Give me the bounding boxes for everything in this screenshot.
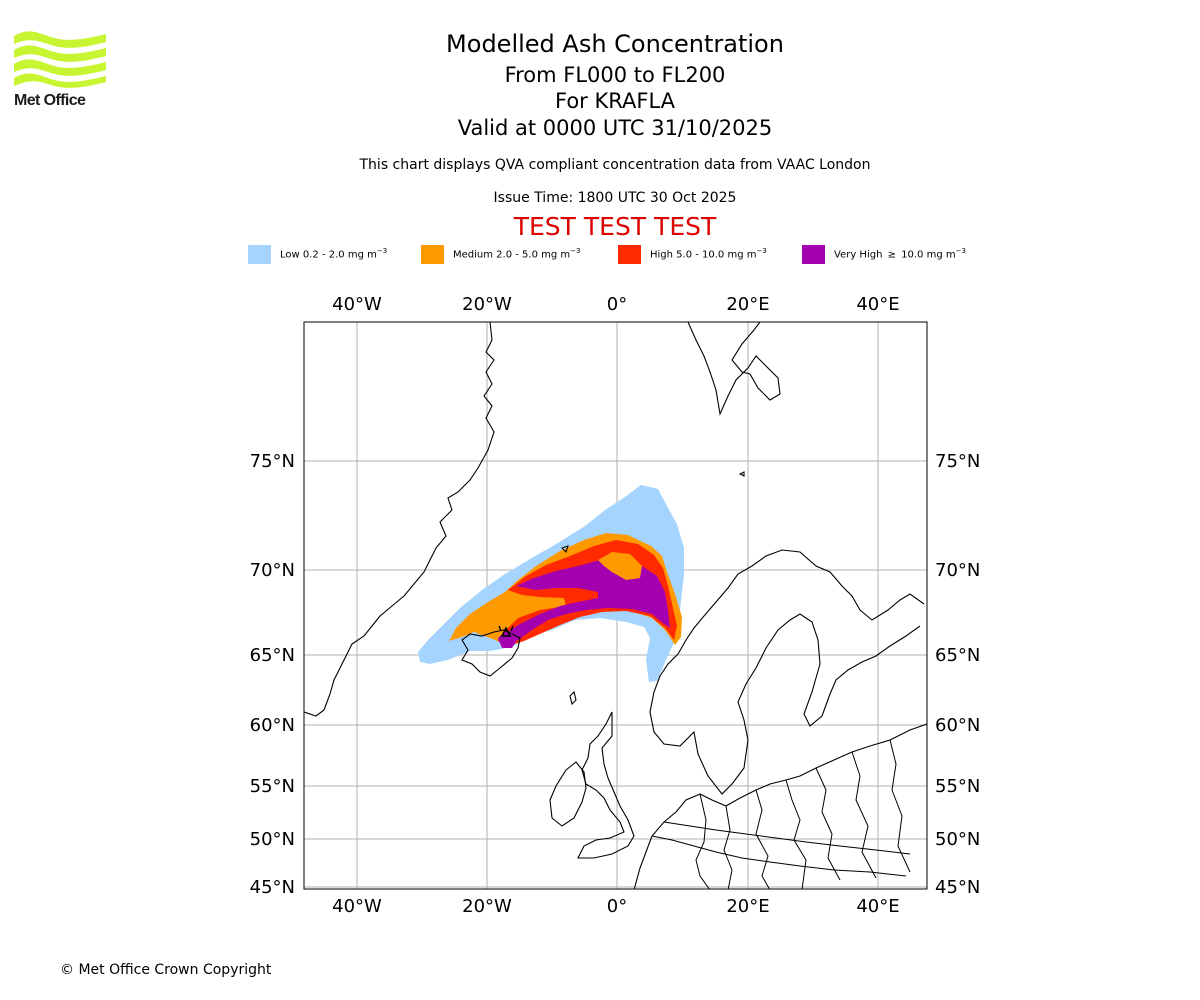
legend-item-medium: Medium 2.0 - 5.0 mg m−3	[421, 244, 580, 264]
lon-label-bottom-20e: 20°E	[726, 896, 769, 917]
lat-label-left-55n: 55°N	[250, 776, 295, 797]
legend-label-medium: Medium 2.0 - 5.0 mg m−3	[453, 247, 581, 261]
coastlines	[304, 322, 927, 889]
flight-level-range: From FL000 to FL200	[504, 63, 726, 87]
legend-swatch-very-high	[802, 244, 825, 264]
coastline-ireland	[549, 761, 587, 827]
krafla-volcano-marker	[498, 625, 514, 637]
lat-label-left-70n: 70°N	[250, 560, 295, 581]
lat-label-right-65n: 65°N	[935, 645, 980, 666]
coastline-great-britain	[577, 711, 635, 859]
lon-label-bottom-20w: 20°W	[462, 896, 512, 917]
lon-label-top-20w: 20°W	[462, 294, 512, 315]
legend-item-very-high: Very High ≥ 10.0 mg m−3	[802, 244, 966, 264]
coastline-bear-island	[738, 471, 745, 477]
lat-label-left-75n: 75°N	[250, 451, 295, 472]
legend-swatch-low	[248, 244, 271, 264]
lon-label-bottom-0: 0°	[607, 896, 627, 917]
copyright-notice: © Met Office Crown Copyright	[60, 962, 272, 978]
legend-item-low: Low 0.2 - 2.0 mg m−3	[248, 244, 387, 264]
valid-time: Valid at 0000 UTC 31/10/2025	[457, 116, 773, 140]
lon-label-top-40e: 40°E	[856, 294, 899, 315]
coastline-svalbard	[687, 322, 781, 416]
borders-europe	[651, 739, 911, 889]
logo-wordmark: Met Office	[14, 92, 86, 109]
lat-label-left-50n: 50°N	[250, 829, 295, 850]
ash-region-very-high	[498, 560, 670, 648]
chart-title: Modelled Ash Concentration	[446, 30, 784, 58]
coastline-greenland	[304, 322, 495, 717]
lon-label-top-0: 0°	[607, 294, 627, 315]
lat-label-left-65n: 65°N	[250, 645, 295, 666]
lon-label-top-40w: 40°W	[332, 294, 382, 315]
volcano-name: For KRAFLA	[555, 89, 675, 113]
lat-label-right-50n: 50°N	[935, 829, 980, 850]
lon-label-bottom-40e: 40°E	[856, 896, 899, 917]
met-office-wave-icon	[14, 31, 106, 88]
map-frame	[303, 321, 928, 890]
legend-label-high: High 5.0 - 10.0 mg m−3	[650, 247, 767, 261]
legend-label-low: Low 0.2 - 2.0 mg m−3	[280, 247, 388, 261]
lat-label-right-60n: 60°N	[935, 715, 980, 736]
graticule	[304, 322, 927, 889]
coastline-scandinavia	[649, 549, 925, 795]
legend-item-high: High 5.0 - 10.0 mg m−3	[618, 244, 767, 264]
lat-label-left-60n: 60°N	[250, 715, 295, 736]
legend-label-very-high: Very High ≥ 10.0 mg m−3	[834, 247, 966, 261]
met-office-logo: Met Office	[14, 30, 106, 112]
lat-label-right-45n: 45°N	[935, 877, 980, 898]
lat-label-right-55n: 55°N	[935, 776, 980, 797]
lon-label-top-20e: 20°E	[726, 294, 769, 315]
chart-description: This chart displays QVA compliant concen…	[359, 157, 871, 173]
coastline-jan-mayen	[560, 545, 569, 554]
coastline-faroe	[569, 690, 577, 706]
lat-label-right-75n: 75°N	[935, 451, 980, 472]
lat-label-left-45n: 45°N	[250, 877, 295, 898]
test-banner: TEST TEST TEST	[513, 212, 717, 241]
legend-swatch-medium	[421, 244, 444, 264]
ash-gap-inner	[598, 552, 642, 580]
legend-swatch-high	[618, 244, 641, 264]
lat-label-right-70n: 70°N	[935, 560, 980, 581]
coastline-continent	[633, 723, 927, 889]
coastline-iceland	[461, 629, 521, 677]
issue-time: Issue Time: 1800 UTC 30 Oct 2025	[493, 190, 737, 206]
lon-label-bottom-40w: 40°W	[332, 896, 382, 917]
